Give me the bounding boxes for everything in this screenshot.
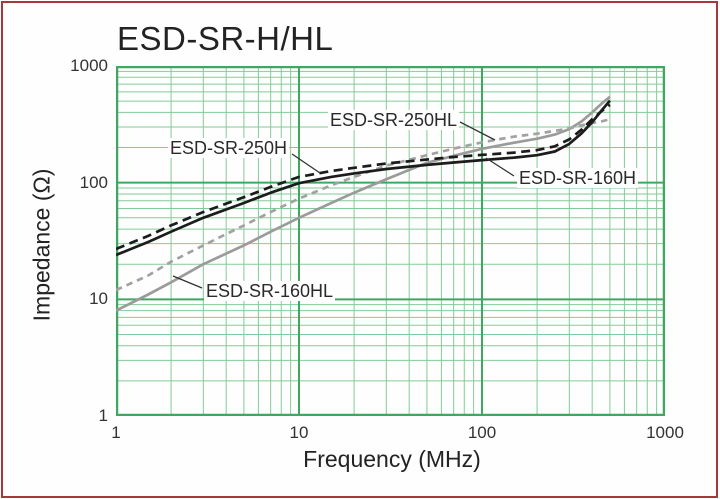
x-tick-label-10: 10	[289, 423, 309, 442]
x-tick-label-1: 1	[111, 423, 121, 442]
y-tick-label-100: 100	[79, 173, 108, 192]
y-tick-label-1000: 1000	[70, 56, 108, 75]
series-label-esd-sr-160h: ESD-SR-160H	[517, 168, 639, 188]
y-tick-label-10: 10	[89, 289, 108, 308]
series-label-esd-sr-160hl: ESD-SR-160HL	[204, 281, 336, 301]
curve-esd-sr-250hl	[116, 117, 611, 292]
curve-esd-sr-250h	[116, 103, 611, 251]
pointer-line-esd-sr-250h	[291, 153, 321, 174]
plot-area: ESD-SR-250HL ESD-SR-250H ESD-SR-160H ESD…	[116, 66, 665, 416]
impedance-frequency-chart	[116, 66, 665, 416]
series-label-esd-sr-250h: ESD-SR-250H	[168, 138, 290, 158]
plot-frame	[116, 66, 665, 416]
y-axis-label: Impedance (Ω)	[28, 168, 55, 322]
curves	[116, 95, 611, 312]
pointer-line-esd-sr-160hl	[172, 275, 203, 289]
label-pointer-lines	[172, 121, 515, 289]
x-tick-label-100: 100	[467, 423, 497, 442]
pointer-line-esd-sr-160h	[485, 157, 515, 177]
curve-esd-sr-160h	[116, 99, 611, 257]
grid-minor	[116, 66, 665, 416]
chart-title: ESD-SR-H/HL	[117, 20, 334, 57]
pointer-line-esd-sr-250hl	[459, 121, 496, 141]
x-tick-label-1000: 1000	[646, 423, 684, 442]
y-tick-label-1: 1	[98, 406, 108, 425]
x-axis-label: Frequency (MHz)	[303, 446, 481, 472]
curve-esd-sr-160hl	[116, 95, 611, 312]
series-label-esd-sr-250hl: ESD-SR-250HL	[328, 110, 460, 130]
